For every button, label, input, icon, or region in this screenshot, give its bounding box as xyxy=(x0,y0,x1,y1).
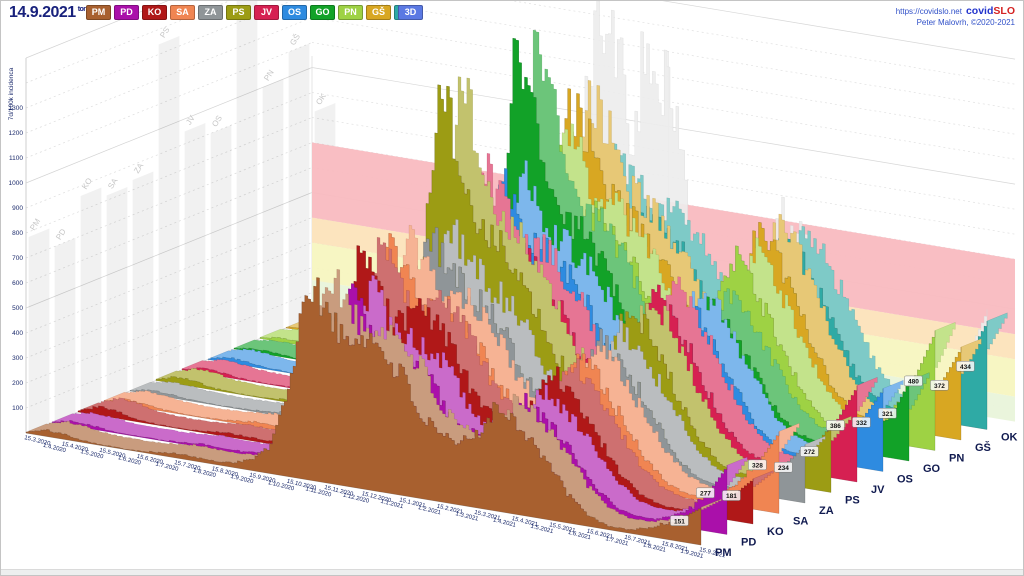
svg-text:1200: 1200 xyxy=(9,130,24,137)
region-button-GŠ[interactable]: GŠ xyxy=(366,5,391,20)
svg-text:PD: PD xyxy=(741,537,756,549)
svg-text:OK: OK xyxy=(1001,432,1018,444)
svg-text:900: 900 xyxy=(12,205,23,212)
ridge-PM[interactable] xyxy=(25,269,722,546)
svg-text:ZA: ZA xyxy=(819,505,834,517)
svg-text:100: 100 xyxy=(12,405,23,412)
svg-text:1.7.2020: 1.7.2020 xyxy=(155,461,180,473)
svg-text:272: 272 xyxy=(804,449,815,456)
region-button-JV[interactable]: JV xyxy=(254,5,279,20)
svg-text:OK: OK xyxy=(314,91,328,106)
svg-text:1.7.2021: 1.7.2021 xyxy=(605,536,630,548)
svg-text:332: 332 xyxy=(856,420,867,427)
svg-text:1.6.2021: 1.6.2021 xyxy=(567,530,592,542)
brand-logo: covidSLO xyxy=(965,5,1015,17)
svg-text:1100: 1100 xyxy=(9,155,23,162)
svg-text:400: 400 xyxy=(12,330,23,337)
svg-text:OS: OS xyxy=(210,114,224,129)
svg-text:1.5.2020: 1.5.2020 xyxy=(80,449,105,461)
svg-text:234: 234 xyxy=(778,465,789,472)
svg-text:1.1.2021: 1.1.2021 xyxy=(380,499,405,511)
region-button-KO[interactable]: KO xyxy=(142,5,167,20)
value-axis: 100 200 300 400 500 600 700 800 900 1000 1100 1200 1… xyxy=(8,67,23,412)
mode-3d-button[interactable]: 3D xyxy=(398,5,423,20)
svg-text:277: 277 xyxy=(700,490,711,497)
svg-text:500: 500 xyxy=(12,305,23,312)
svg-text:800: 800 xyxy=(12,230,23,237)
svg-text:JV: JV xyxy=(871,484,885,496)
svg-text:151: 151 xyxy=(674,518,685,525)
svg-text:1.6.2020: 1.6.2020 xyxy=(117,455,142,467)
svg-text:1.4.2021: 1.4.2021 xyxy=(492,517,517,529)
y-axis-title: 7d/100k incidenca xyxy=(8,67,15,120)
svg-text:GŠ: GŠ xyxy=(975,441,991,454)
svg-text:KO: KO xyxy=(767,526,784,538)
region-ridges xyxy=(25,29,1008,546)
svg-text:600: 600 xyxy=(12,280,23,287)
svg-text:GO: GO xyxy=(923,463,941,475)
author-credit: Peter Malovrh, ©2020-2021 xyxy=(916,18,1015,27)
end-value-labels: 151 277 181 328 234 272 386 332 321 480 372 434 xyxy=(670,360,975,526)
svg-text:1.2.2021: 1.2.2021 xyxy=(417,505,442,517)
region-button-PM[interactable]: PM xyxy=(86,5,111,20)
svg-text:ZA: ZA xyxy=(132,161,145,175)
svg-text:SA: SA xyxy=(793,516,808,528)
region-button-OS[interactable]: OS xyxy=(282,5,307,20)
region-button-GO[interactable]: GO xyxy=(310,5,335,20)
svg-text:1.9.2020: 1.9.2020 xyxy=(230,474,255,486)
svg-text:PN: PN xyxy=(949,453,964,465)
svg-text:1.3.2021: 1.3.2021 xyxy=(455,511,480,523)
region-button-PS[interactable]: PS xyxy=(226,5,251,20)
svg-text:PS: PS xyxy=(158,26,171,40)
svg-text:1.8.2021: 1.8.2021 xyxy=(642,542,667,554)
region-button-ZA[interactable]: ZA xyxy=(198,5,223,20)
svg-text:JV: JV xyxy=(184,113,197,126)
region-axis-labels: PM PD KO SA ZA PS JV OS GO PN GŠ OK xyxy=(715,432,1018,560)
svg-text:300: 300 xyxy=(12,355,23,362)
svg-text:372: 372 xyxy=(934,383,945,390)
svg-text:1.4.2020: 1.4.2020 xyxy=(42,443,67,455)
header-right: https://covidslo.net covidSLO Peter Malov… xyxy=(896,4,1015,28)
svg-text:700: 700 xyxy=(12,255,23,262)
svg-text:GŠ: GŠ xyxy=(288,32,302,47)
svg-text:434: 434 xyxy=(960,364,971,371)
svg-text:OS: OS xyxy=(897,474,913,486)
svg-text:480: 480 xyxy=(908,379,919,386)
svg-text:PD: PD xyxy=(54,227,68,241)
svg-text:1.9.2021: 1.9.2021 xyxy=(680,549,705,561)
region-button-PD[interactable]: PD xyxy=(114,5,139,20)
svg-text:PS: PS xyxy=(845,495,860,507)
svg-text:1.8.2020: 1.8.2020 xyxy=(192,468,217,480)
svg-text:181: 181 xyxy=(726,493,737,500)
weekday-suffix: tor xyxy=(77,5,86,13)
svg-text:321: 321 xyxy=(882,411,893,418)
svg-text:PM: PM xyxy=(715,547,732,559)
region-button-SA[interactable]: SA xyxy=(170,5,195,20)
svg-text:386: 386 xyxy=(830,423,841,430)
svg-text:1300: 1300 xyxy=(9,105,24,112)
svg-text:KO: KO xyxy=(80,176,94,191)
region-button-PN[interactable]: PN xyxy=(338,5,363,20)
bottom-scroll-strip[interactable] xyxy=(1,569,1023,575)
svg-text:1000: 1000 xyxy=(9,180,24,187)
site-link[interactable]: https://covidslo.net xyxy=(895,7,962,16)
svg-text:PN: PN xyxy=(262,68,276,82)
svg-text:1.5.2021: 1.5.2021 xyxy=(530,524,555,536)
svg-text:PM: PM xyxy=(28,217,42,232)
svg-text:328: 328 xyxy=(752,462,763,469)
date-axis-labels: 15.3.20201.4.202015.4.20201.5.202015.5.2… xyxy=(24,435,727,560)
current-date: 14.9.2021 tor xyxy=(9,4,86,21)
svg-text:SA: SA xyxy=(106,176,120,190)
svg-text:200: 200 xyxy=(12,380,23,387)
